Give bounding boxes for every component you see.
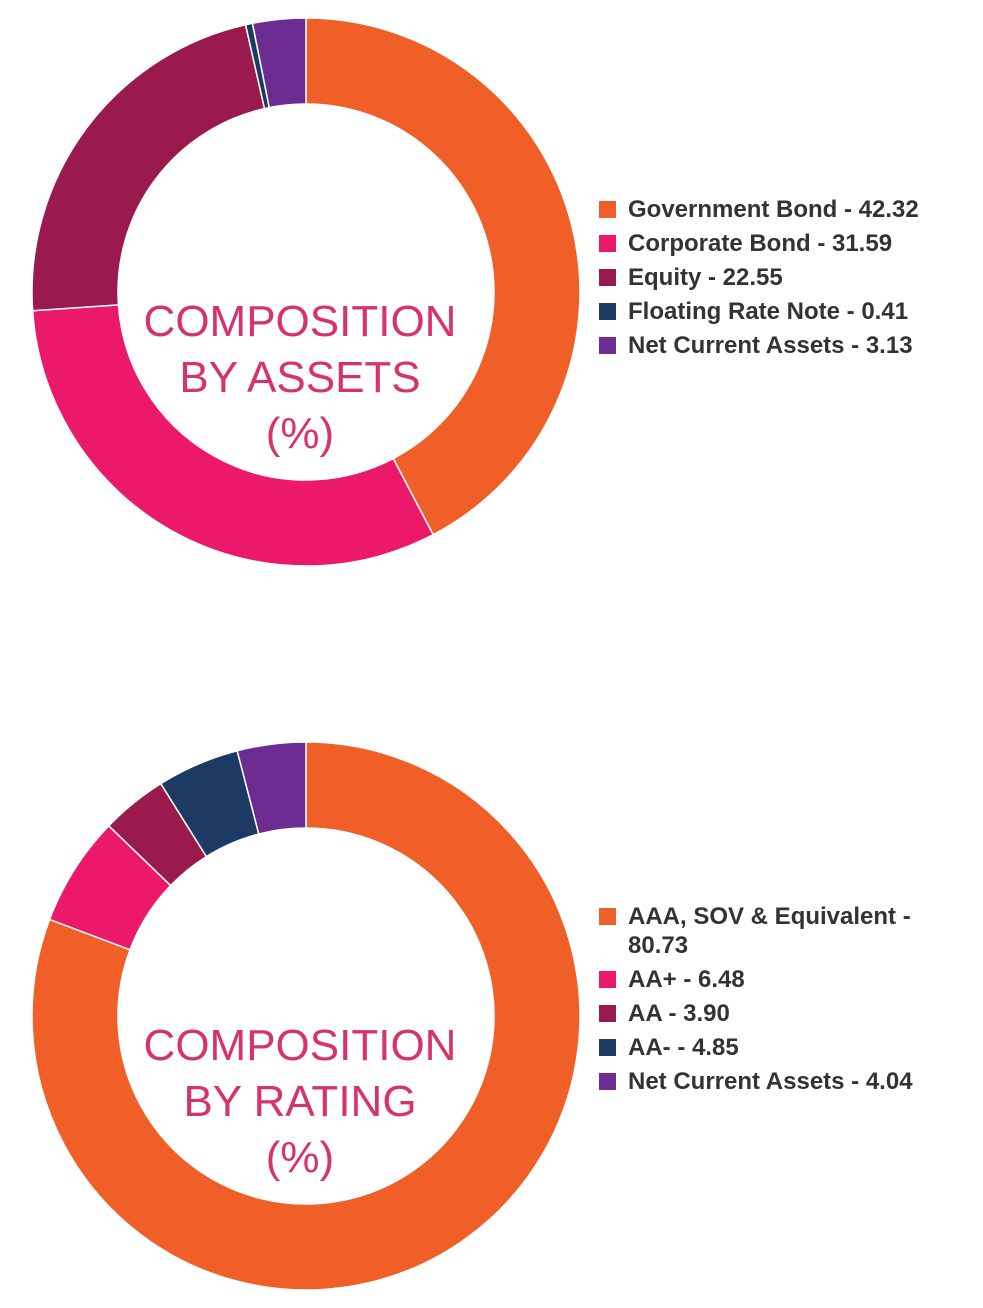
rating-title-line-2: BY RATING — [183, 1077, 417, 1126]
legend-label: Net Current Assets - 3.13 — [628, 332, 913, 359]
assets-title-line-3: (%) — [265, 409, 335, 458]
legend-label: AA - 3.90 — [628, 1000, 730, 1027]
donut-slice-1 — [305, 17, 581, 536]
legend-item: Net Current Assets - 3.13 — [599, 331, 969, 360]
legend-swatch — [599, 235, 616, 252]
donut-slice-5 — [251, 17, 307, 109]
legend-item: Net Current Assets - 4.04 — [599, 1067, 969, 1096]
legend-label: Equity - 22.55 — [628, 264, 783, 291]
legend-label: Net Current Assets - 4.04 — [628, 1068, 913, 1095]
legend-item: AAA, SOV & Equivalent - 80.73 — [599, 902, 969, 960]
donut-slice-5 — [236, 741, 307, 835]
assets-title-line-2: BY ASSETS — [179, 353, 421, 402]
legend-swatch — [599, 1073, 616, 1090]
donut-slice-1 — [31, 741, 581, 1291]
legend-item: AA+ - 6.48 — [599, 965, 969, 994]
legend-swatch — [599, 269, 616, 286]
assets-chart: COMPOSITION BY ASSETS (%) Government Bon… — [0, 0, 983, 600]
legend-item: AA- - 4.85 — [599, 1033, 969, 1062]
legend-item: AA - 3.90 — [599, 999, 969, 1028]
assets-title-line-1: COMPOSITION — [143, 297, 457, 346]
rating-legend: AAA, SOV & Equivalent - 80.73 AA+ - 6.48… — [599, 902, 969, 1101]
legend-item: Corporate Bond - 31.59 — [599, 229, 969, 258]
rating-title-line-3: (%) — [265, 1133, 335, 1182]
legend-swatch — [599, 303, 616, 320]
legend-label: Government Bond - 42.32 — [628, 196, 919, 223]
legend-label: AA- - 4.85 — [628, 1034, 739, 1061]
legend-swatch — [599, 971, 616, 988]
donut-slice-3 — [31, 23, 266, 312]
legend-label: AAA, SOV & Equivalent - 80.73 — [628, 903, 911, 959]
rating-chart: COMPOSITION BY RATING (%) AAA, SOV & Equ… — [0, 720, 983, 1308]
legend-swatch — [599, 1039, 616, 1056]
assets-center-title: COMPOSITION BY ASSETS (%) — [120, 294, 480, 462]
assets-donut — [31, 17, 581, 567]
legend-label: Corporate Bond - 31.59 — [628, 230, 893, 257]
rating-center-title: COMPOSITION BY RATING (%) — [120, 1018, 480, 1186]
legend-item: Floating Rate Note - 0.41 — [599, 297, 969, 326]
legend-swatch — [599, 908, 616, 925]
rating-title-line-1: COMPOSITION — [143, 1021, 457, 1070]
legend-swatch — [599, 201, 616, 218]
legend-item: Government Bond - 42.32 — [599, 195, 969, 224]
rating-donut — [31, 741, 581, 1291]
legend-label: AA+ - 6.48 — [628, 966, 745, 993]
legend-swatch — [599, 337, 616, 354]
legend-swatch — [599, 1005, 616, 1022]
legend-label: Floating Rate Note - 0.41 — [628, 298, 909, 325]
donut-slice-2 — [31, 304, 435, 567]
legend-item: Equity - 22.55 — [599, 263, 969, 292]
assets-legend: Government Bond - 42.32 Corporate Bond -… — [599, 195, 969, 365]
